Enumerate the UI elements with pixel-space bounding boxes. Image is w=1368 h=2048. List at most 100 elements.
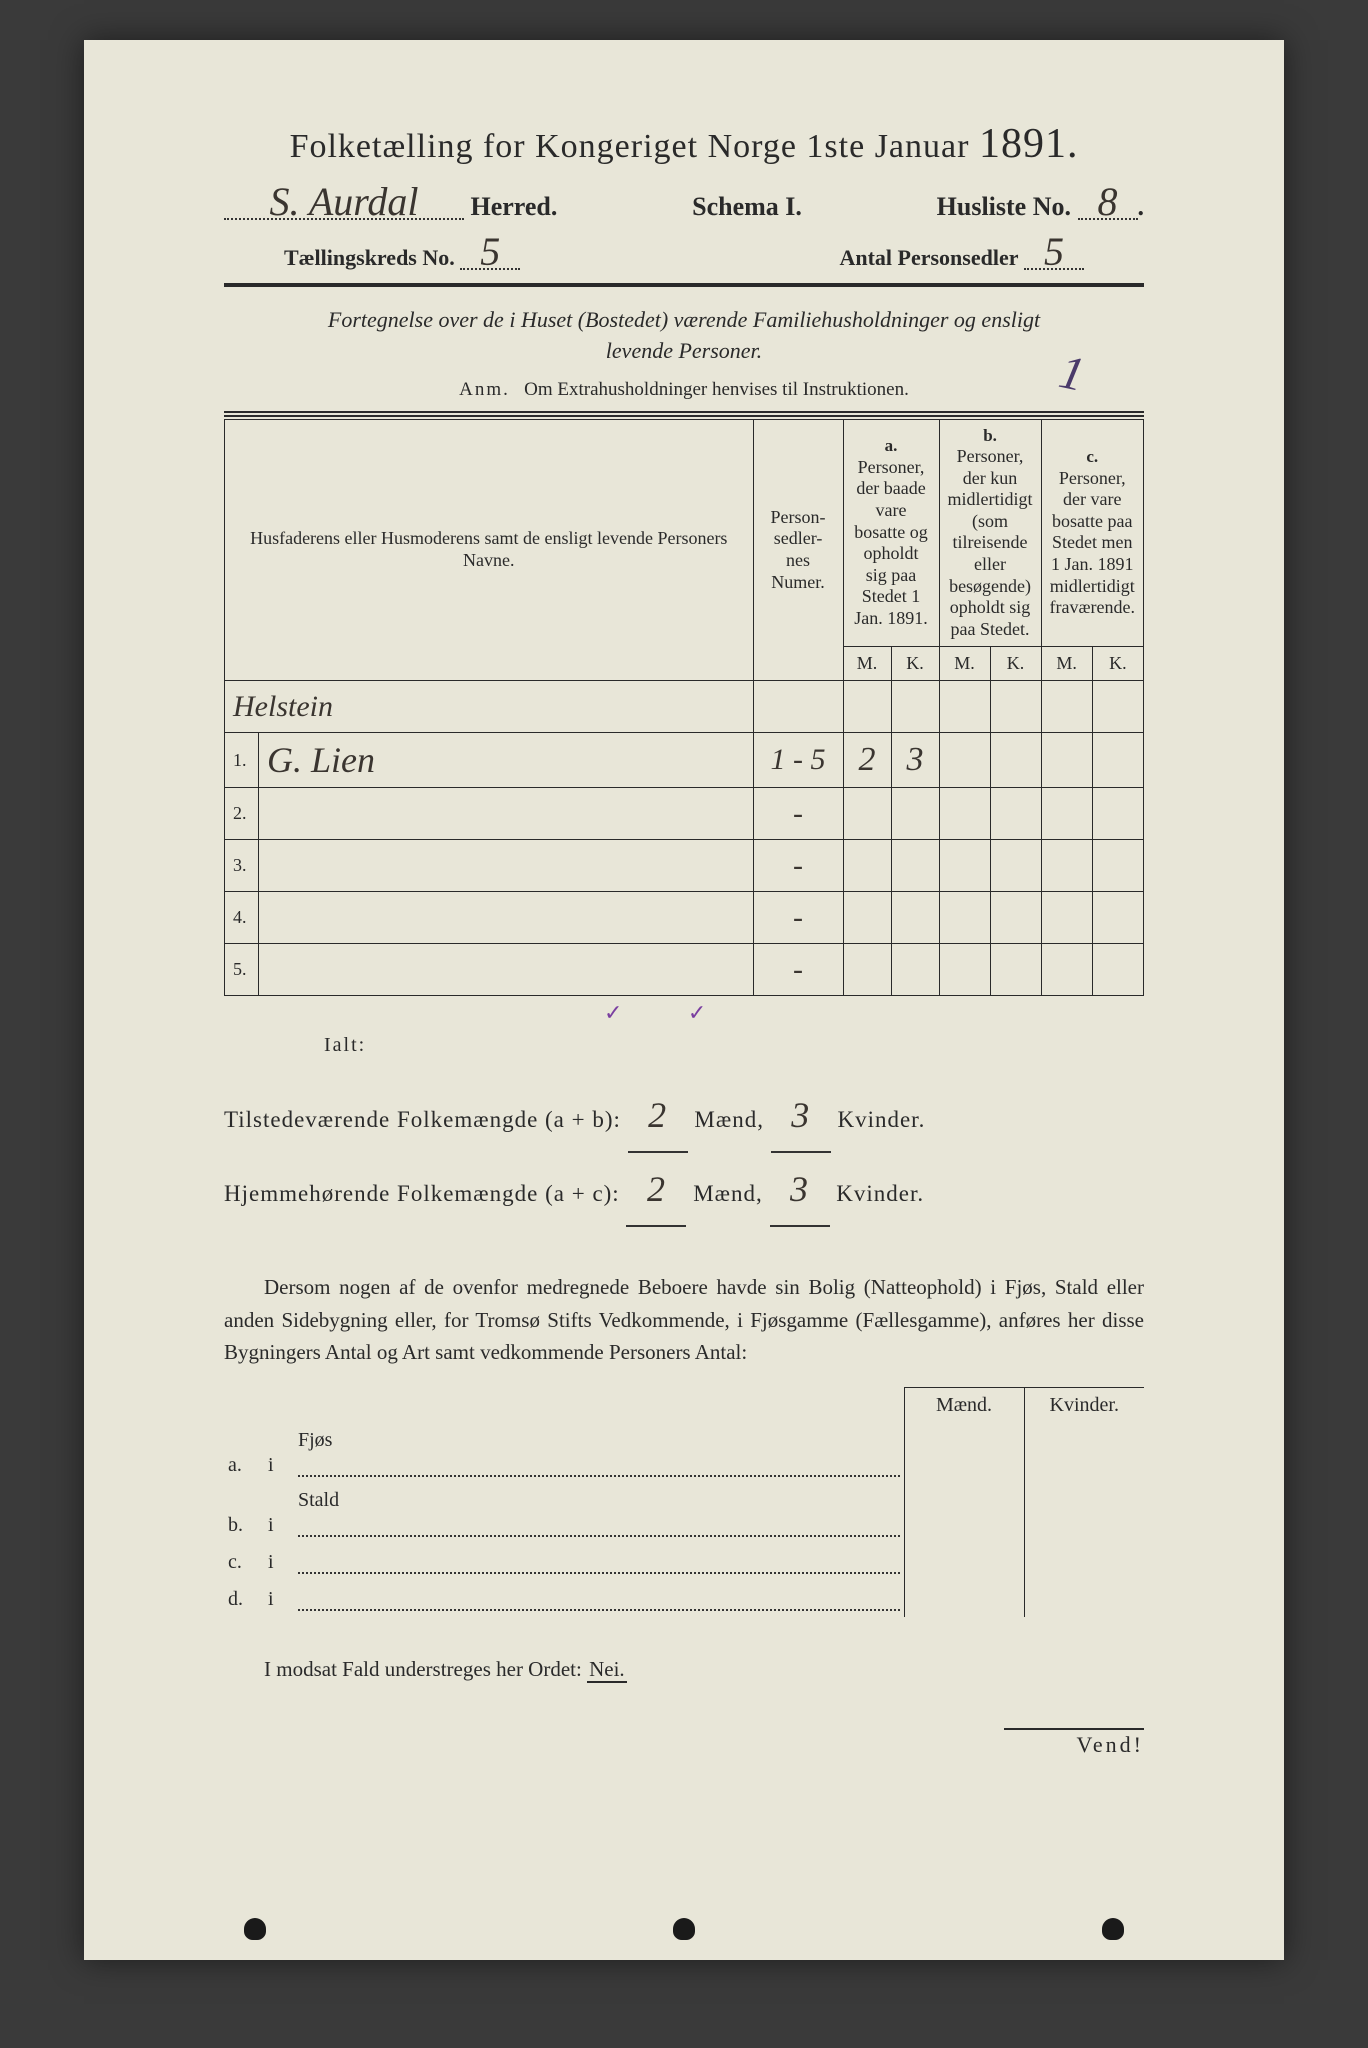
col-a-m: M. — [843, 647, 891, 681]
side-k-cell — [1024, 1423, 1144, 1483]
col-names-head: Husfaderens eller Husmoderens samt de en… — [225, 419, 754, 681]
building-paragraph: Dersom nogen af de ovenfor medregnede Be… — [224, 1271, 1144, 1369]
side-label: Stald — [294, 1483, 904, 1543]
side-i: i — [264, 1580, 294, 1617]
ialt-label: Ialt: — [224, 1034, 1144, 1057]
row-c-m — [1041, 788, 1092, 840]
taellingskreds-no: 5 — [460, 236, 520, 270]
header-row-2: Tællingskreds No. 5 Antal Personsedler 5 — [224, 236, 1144, 271]
l2-k: 3 — [770, 1153, 830, 1227]
row-c-k — [1092, 944, 1143, 996]
row-b-k — [990, 788, 1041, 840]
row-a-m: 2 — [843, 733, 891, 788]
side-m-cell — [904, 1483, 1024, 1543]
row-c-k — [1092, 840, 1143, 892]
row-c-m — [1041, 840, 1092, 892]
totals-line-1: Tilstedeværende Folkemængde (a + b): 2 M… — [224, 1079, 1144, 1153]
hole-icon — [673, 1918, 695, 1940]
row-b-m — [939, 733, 990, 788]
husliste-label: Husliste No. — [937, 192, 1071, 221]
row-c-m — [1041, 944, 1092, 996]
row-name — [259, 944, 754, 996]
row-ps: - — [753, 788, 843, 840]
side-key: c. — [224, 1543, 264, 1580]
col-b-k: K. — [990, 647, 1041, 681]
row-number: 4. — [225, 892, 259, 944]
row-c-k — [1092, 788, 1143, 840]
row-b-k — [990, 733, 1041, 788]
herred-label: Herred. — [471, 192, 558, 221]
side-k-cell — [1024, 1580, 1144, 1617]
husliste-no: 8 — [1078, 186, 1138, 220]
nei-line: I modsat Fald understreges her Ordet: Ne… — [224, 1657, 1144, 1682]
side-k-cell — [1024, 1483, 1144, 1543]
herred-handwritten: S. Aurdal — [224, 186, 464, 220]
side-row: c.i — [224, 1543, 1144, 1580]
subtitle-line1: Fortegnelse over de i Huset (Bostedet) v… — [328, 307, 1040, 332]
table-row: 1.G. Lien1 - 523 — [225, 733, 1144, 788]
row-b-m — [939, 788, 990, 840]
row-a-k — [891, 892, 939, 944]
col-a-head: a. Personer, der baade vare bosatte og o… — [843, 419, 939, 647]
side-k-cell — [1024, 1543, 1144, 1580]
row-ps: 1 - 5 — [753, 733, 843, 788]
row-a-k — [891, 788, 939, 840]
row-name: G. Lien — [259, 733, 754, 788]
totals-line-2: Hjemmehørende Folkemængde (a + c): 2 Mæn… — [224, 1153, 1144, 1227]
row-name — [259, 788, 754, 840]
row-ps: - — [753, 840, 843, 892]
side-i: i — [264, 1543, 294, 1580]
hole-icon — [244, 1918, 266, 1940]
checkmarks: ✓ ✓ — [224, 1000, 1144, 1026]
col-b-m: M. — [939, 647, 990, 681]
side-m-cell — [904, 1580, 1024, 1617]
row-ps: - — [753, 944, 843, 996]
col-c-head: c. Personer, der vare bosatte paa Stedet… — [1041, 419, 1143, 647]
col-a-k: K. — [891, 647, 939, 681]
table-row: 4.- — [225, 892, 1144, 944]
row-name — [259, 892, 754, 944]
side-table: Mænd. Kvinder. a.iFjøs b.iStald c.i d.i — [224, 1387, 1144, 1617]
row-name — [259, 840, 754, 892]
page-title: Folketælling for Kongeriget Norge 1ste J… — [224, 120, 1144, 168]
side-maend: Mænd. — [904, 1387, 1024, 1423]
subtitle-line2: levende Personer. — [606, 338, 762, 363]
row-number: 3. — [225, 840, 259, 892]
table-row: 5. - — [225, 944, 1144, 996]
census-form-page: Folketælling for Kongeriget Norge 1ste J… — [84, 40, 1284, 1960]
l1-m: 2 — [628, 1079, 688, 1153]
row-b-m — [939, 944, 990, 996]
row-number: 1. — [225, 733, 259, 788]
side-label — [294, 1543, 904, 1580]
anm-prefix: Anm. — [459, 379, 510, 400]
side-m-cell — [904, 1423, 1024, 1483]
table-heading-row: Helstein — [225, 681, 1144, 733]
vend-label: Vend! — [1004, 1728, 1144, 1758]
row-number: 2. — [225, 788, 259, 840]
row-b-k — [990, 892, 1041, 944]
side-key: b. — [224, 1483, 264, 1543]
row-number: 5. — [225, 944, 259, 996]
table-row: 2. - — [225, 788, 1144, 840]
row-b-m — [939, 840, 990, 892]
anm-line: Anm. Om Extrahusholdninger henvises til … — [224, 379, 1144, 401]
row-a-m — [843, 944, 891, 996]
row-a-m — [843, 788, 891, 840]
col-ps-head: Person- sedler- nes Numer. — [753, 419, 843, 681]
totals-block: Tilstedeværende Folkemængde (a + b): 2 M… — [224, 1079, 1144, 1227]
antal-label: Antal Personsedler — [839, 245, 1018, 270]
side-i: i — [264, 1483, 294, 1543]
side-row: d.i — [224, 1580, 1144, 1617]
row-a-k — [891, 840, 939, 892]
row-c-k — [1092, 733, 1143, 788]
row-a-k: 3 — [891, 733, 939, 788]
l2-m: 2 — [626, 1153, 686, 1227]
antal-value: 5 — [1024, 236, 1084, 270]
row-a-m — [843, 840, 891, 892]
nei-word: Nei. — [587, 1657, 627, 1683]
binding-holes — [84, 1918, 1284, 1940]
row-c-m — [1041, 733, 1092, 788]
col-c-m: M. — [1041, 647, 1092, 681]
main-table: Husfaderens eller Husmoderens samt de en… — [224, 419, 1144, 997]
anm-text: Om Extrahusholdninger henvises til Instr… — [524, 379, 909, 400]
